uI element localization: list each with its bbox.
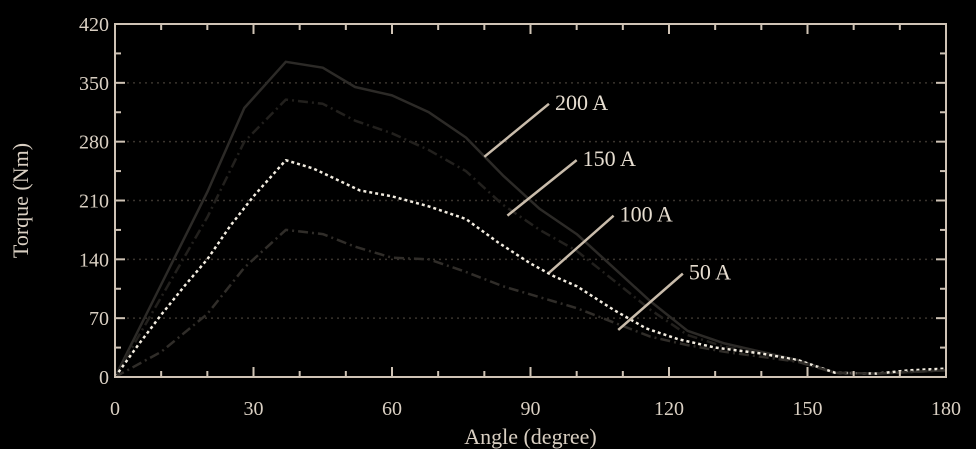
annotation-label-100a: 100 A <box>620 202 673 227</box>
y-tick-label-0: 0 <box>99 367 109 389</box>
annotation-pointer-100a <box>548 214 615 274</box>
y-tick-label-70: 70 <box>89 308 109 330</box>
annotation-label-200a: 200 A <box>555 90 608 115</box>
series-line-100a <box>113 158 947 378</box>
y-axis-title: Torque (Nm) <box>8 143 33 258</box>
y-tick-label-350: 350 <box>79 73 109 95</box>
x-tick-label-120: 120 <box>654 398 684 420</box>
annotation-pointer-50a <box>617 272 684 331</box>
series-line-150a <box>113 98 947 378</box>
axes: 0 30 60 90 120 150 180 0 70 140 210 280 350 420 <box>79 14 961 420</box>
x-tick-label-150: 150 <box>793 398 823 420</box>
series-line-50a <box>114 228 947 379</box>
annotation-pointer-200a <box>483 102 550 158</box>
x-tick-label-180: 180 <box>931 398 961 420</box>
annotations: 200 A 150 A 100 A 50 A <box>483 90 731 331</box>
x-axis-title: Angle (degree) <box>464 424 597 449</box>
y-tick-label-140: 140 <box>79 249 109 271</box>
x-tick-label-30: 30 <box>244 398 264 420</box>
annotation-label-50a: 50 A <box>689 260 731 285</box>
x-tick-label-60: 60 <box>382 398 402 420</box>
y-tick-label-280: 280 <box>79 132 109 154</box>
y-tick-label-210: 210 <box>79 191 109 213</box>
series-lines <box>113 60 947 379</box>
y-tick-label-420: 420 <box>79 14 109 36</box>
annotation-pointer-150a <box>506 159 578 217</box>
annotation-label-150a: 150 A <box>583 146 636 171</box>
x-tick-label-90: 90 <box>521 398 541 420</box>
x-tick-label-0: 0 <box>110 398 120 420</box>
series-line-200a <box>113 60 947 378</box>
